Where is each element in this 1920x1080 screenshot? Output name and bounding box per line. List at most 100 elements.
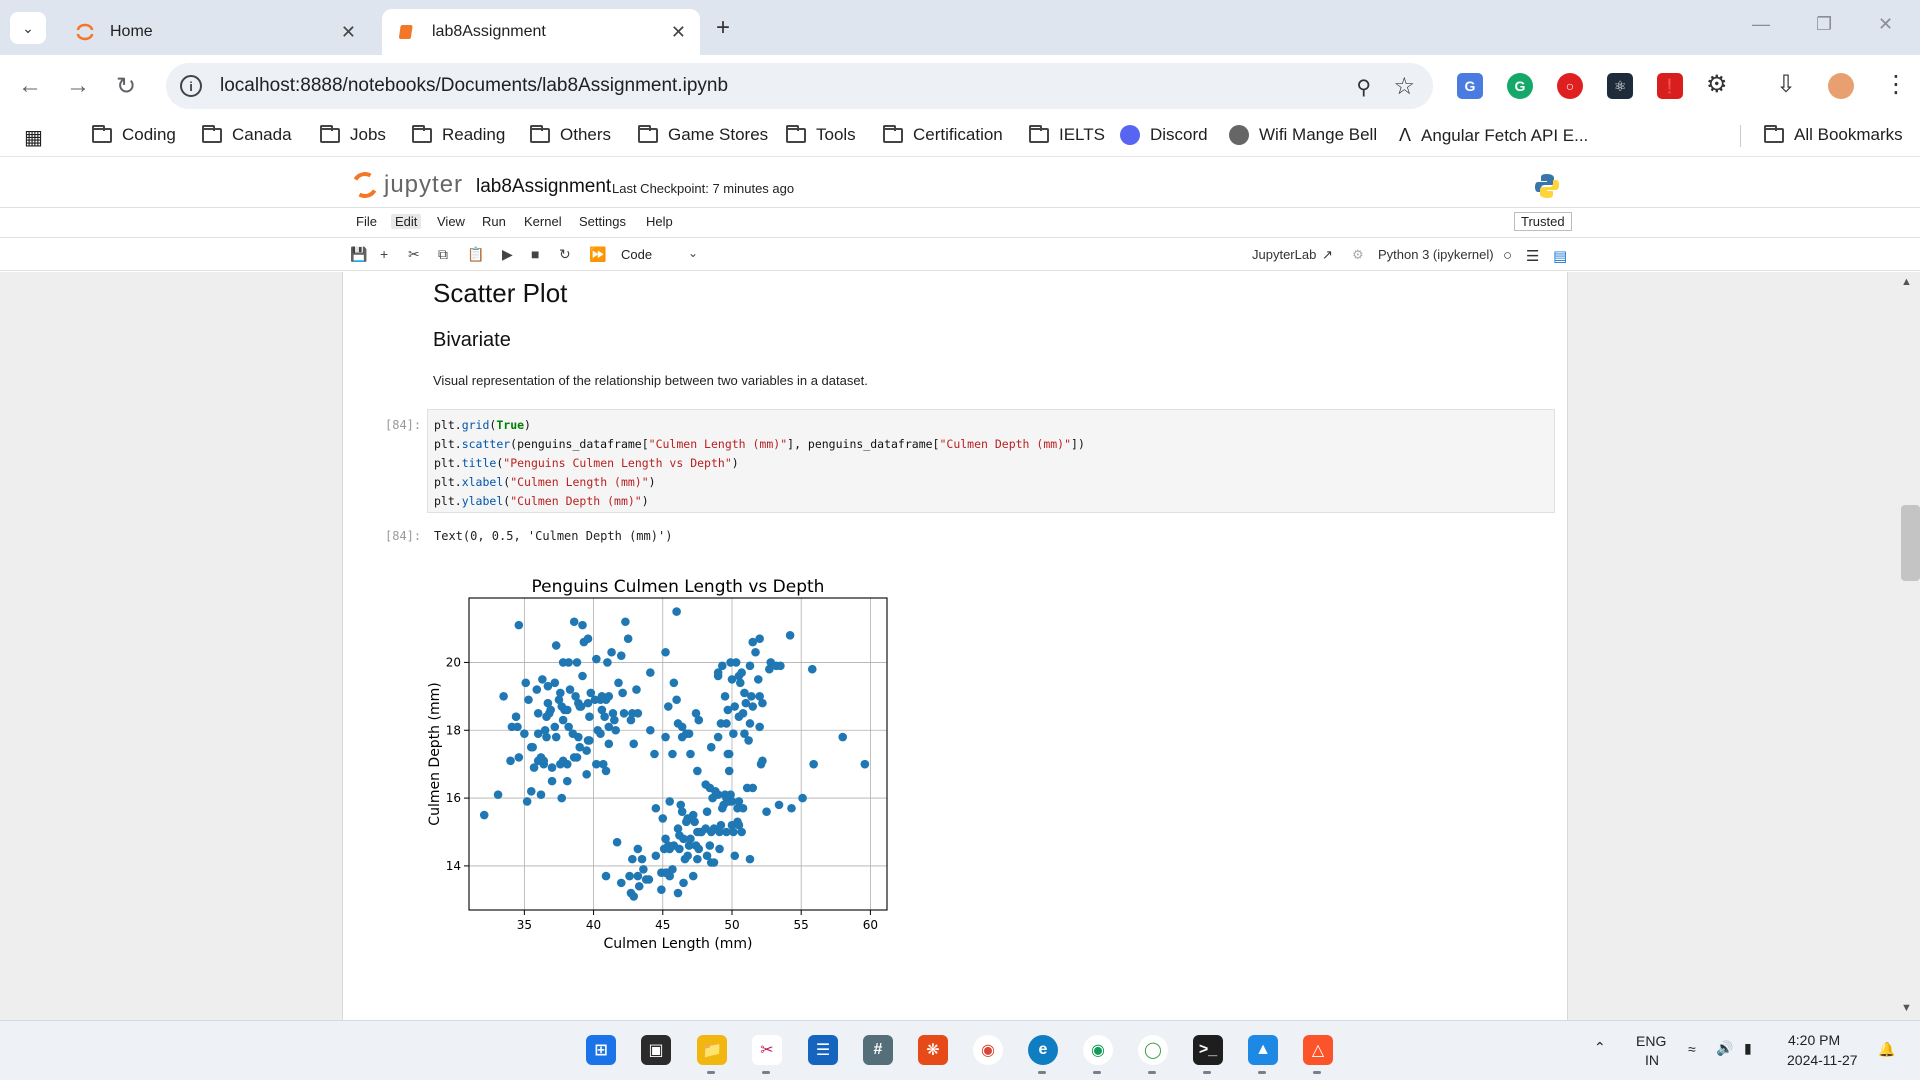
battery-icon[interactable]: ▮ [1744,1040,1752,1056]
task-view-icon[interactable]: ▣ [641,1035,671,1065]
bookmark-folder[interactable]: Canada [202,124,292,145]
profile-avatar[interactable] [1828,73,1854,99]
brave-icon[interactable]: △ [1303,1035,1333,1065]
site-info-icon[interactable]: i [180,75,202,97]
dislike-extension-icon[interactable]: ❗ [1657,73,1683,99]
notebook-name[interactable]: lab8Assignment [476,176,612,197]
bookmark-folder[interactable]: Tools [786,124,856,145]
calculator-icon[interactable]: # [863,1035,893,1065]
snipping-tool-icon[interactable]: ✂ [752,1035,782,1065]
cell-type-select[interactable]: Code [621,247,653,262]
menu-settings[interactable]: Settings [579,214,626,229]
wifi-icon[interactable]: ≈ [1688,1041,1696,1057]
grammarly-icon[interactable]: G [1507,73,1533,99]
window-close-icon[interactable]: ✕ [1878,14,1894,34]
external-link-icon[interactable]: ↗ [1322,247,1333,262]
bookmark-folder[interactable]: Others [530,124,611,145]
menu-run[interactable]: Run [482,214,506,229]
tab-search-button[interactable]: ⌄ [10,12,46,44]
tab-lab8assignment[interactable]: lab8Assignment ✕ [382,9,700,55]
react-devtools-icon[interactable]: ⚛ [1607,73,1633,99]
scrollbar-thumb[interactable] [1901,505,1920,581]
jupyterlab-link[interactable]: JupyterLab [1252,247,1317,262]
bookmark-folder[interactable]: IELTS [1029,124,1105,145]
adblock-icon[interactable]: ○ [1557,73,1583,99]
forward-icon[interactable]: → [66,72,90,99]
menu-view[interactable]: View [437,214,465,229]
chrome-profile-icon[interactable]: ◉ [1083,1035,1113,1065]
scroll-down-arrow-icon[interactable]: ▼ [1901,1002,1912,1014]
data-point [634,881,644,891]
data-point [730,851,740,861]
restart-icon[interactable]: ↻ [559,246,571,262]
google-translate-icon[interactable]: G [1457,73,1483,99]
more-menu-icon[interactable]: ⋮ [1884,71,1908,98]
clock-time[interactable]: 4:20 PM [1788,1032,1841,1048]
apps-grid-icon[interactable]: ▦ [24,127,43,149]
photos-icon[interactable]: ▲ [1248,1035,1278,1065]
menu-kernel[interactable]: Kernel [524,214,562,229]
bookmark-folder[interactable]: Certification [883,124,1003,145]
reload-icon[interactable]: ↻ [116,73,137,100]
bookmark-folder[interactable]: Coding [92,124,176,145]
bookmark-folder[interactable]: Game Stores [638,124,768,145]
trusted-indicator[interactable]: Trusted [1514,212,1572,231]
download-icon[interactable]: ⇩ [1776,71,1797,98]
notification-bell-icon[interactable]: 🔔 [1878,1041,1896,1057]
notepad-icon[interactable]: ☰ [808,1035,838,1065]
all-bookmarks-button[interactable]: All Bookmarks [1764,124,1903,145]
bookmark-star-icon[interactable]: ☆ [1393,73,1415,100]
copy-icon[interactable]: ⧉ [438,246,448,262]
terminal-icon[interactable]: >_ [1193,1035,1223,1065]
start-icon[interactable]: ⊞ [586,1035,616,1065]
bookmark-wifi[interactable]: Wifi Mange Bell [1229,125,1377,145]
back-icon[interactable]: ← [18,72,42,99]
region-indicator[interactable]: IN [1645,1052,1659,1068]
zoom-icon[interactable]: ⚲ [1356,77,1371,99]
volume-icon[interactable]: 🔊 [1716,1040,1734,1056]
bookmark-folder[interactable]: Reading [412,124,505,145]
bookmark-angular[interactable]: Λ Angular Fetch API E... [1399,125,1588,146]
minimize-icon[interactable]: — [1752,14,1770,34]
close-icon[interactable]: ✕ [340,21,356,42]
data-point [774,800,784,810]
scroll-up-arrow-icon[interactable]: ▲ [1901,276,1912,288]
menu-file[interactable]: File [356,214,377,229]
address-bar[interactable]: i localhost:8888/notebooks/Documents/lab… [166,63,1433,109]
bookmark-folder[interactable]: Jobs [320,124,386,145]
edge-icon[interactable]: e [1028,1035,1058,1065]
file-explorer-icon[interactable]: 📁 [697,1035,727,1065]
close-icon[interactable]: ✕ [670,21,686,42]
data-point [513,722,522,732]
tab-home[interactable]: Home ✕ [60,9,370,55]
app-icon[interactable]: ❋ [918,1035,948,1065]
code-cell-editor[interactable]: plt.grid(True) plt.scatter(penguins_data… [427,409,1555,513]
paste-icon[interactable]: 📋 [467,246,485,262]
property-inspector-icon[interactable]: ▤ [1553,248,1568,265]
extensions-icon[interactable]: ⚙ [1706,71,1728,98]
run-all-icon[interactable]: ⏩ [589,246,607,262]
save-icon[interactable]: 💾 [350,246,368,262]
jupyter-logo[interactable]: jupyter [349,169,463,201]
new-tab-button[interactable]: + [716,14,731,41]
language-indicator[interactable]: ENG [1636,1033,1667,1049]
menu-edit[interactable]: Edit [391,214,422,229]
folder-icon [320,124,340,143]
list-icon[interactable]: ☰ [1526,248,1540,265]
jupyter-app-icon[interactable]: ◯ [1138,1035,1168,1065]
add-cell-icon[interactable]: + [380,246,389,262]
run-icon[interactable]: ▶ [502,246,513,262]
restore-icon[interactable]: ❐ [1816,14,1833,34]
debugger-icon[interactable]: ⚙ [1352,247,1364,262]
url-text[interactable]: localhost:8888/notebooks/Documents/lab8A… [220,75,729,96]
bookmark-discord[interactable]: Discord [1120,125,1208,145]
clock-date[interactable]: 2024-11-27 [1787,1052,1858,1068]
chrome-icon[interactable]: ◉ [973,1035,1003,1065]
chevron-down-icon[interactable]: ⌄ [688,246,699,260]
data-point [601,766,611,776]
stop-icon[interactable]: ■ [531,246,540,262]
menu-help[interactable]: Help [646,214,673,229]
chevron-up-icon[interactable]: ⌃ [1594,1039,1606,1055]
cut-icon[interactable]: ✂ [408,246,420,262]
kernel-name[interactable]: Python 3 (ipykernel) [1378,247,1494,262]
